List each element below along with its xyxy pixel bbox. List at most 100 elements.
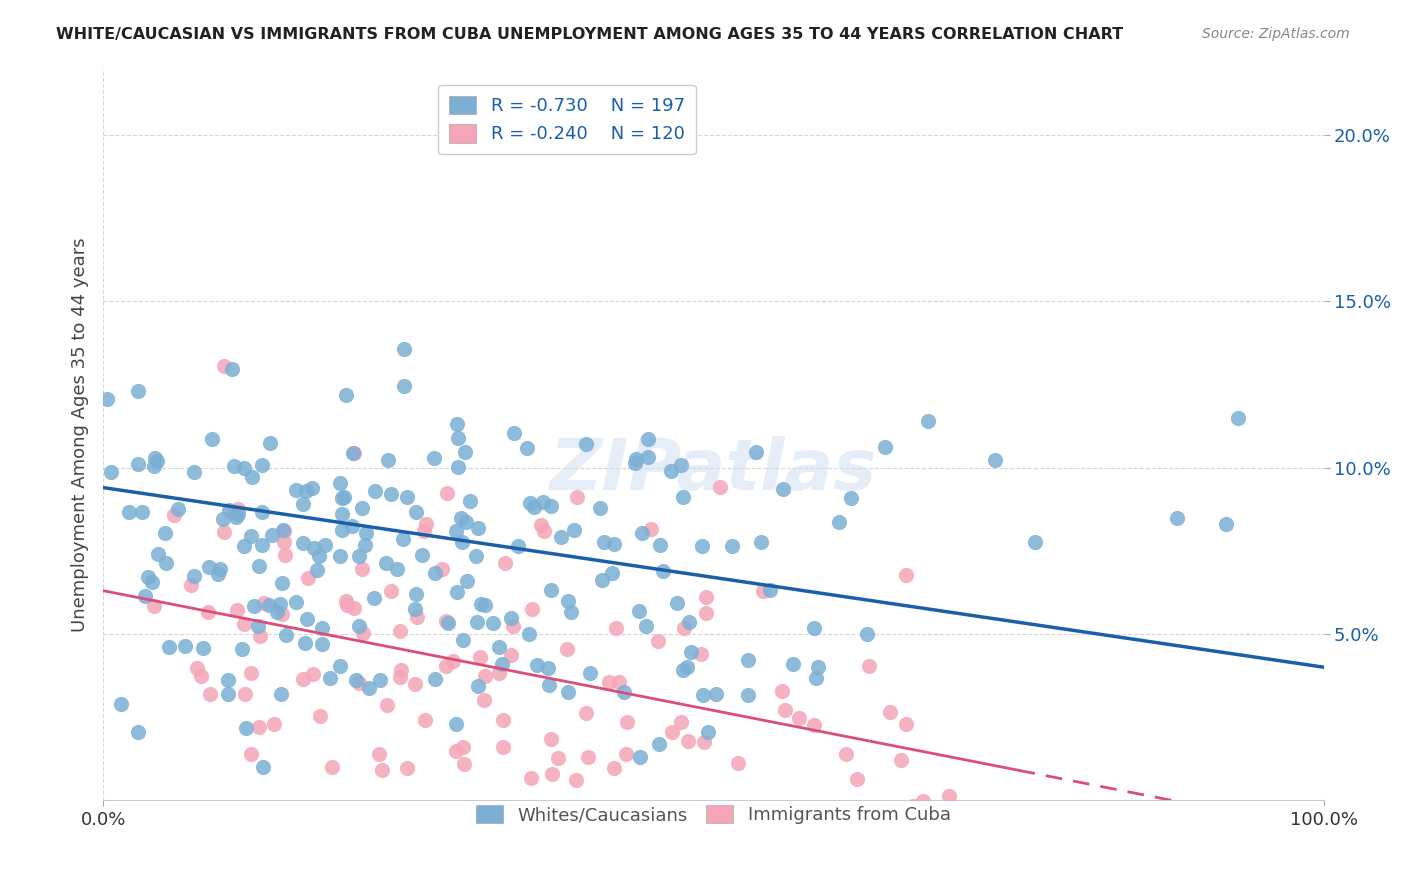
Point [894,716,917,731]
Point [425,673,447,687]
Point [167,502,190,516]
Point [446,460,468,475]
Point [233,460,256,475]
Point [613,684,636,698]
Point [1227,410,1250,425]
Point [669,715,692,730]
Point [709,480,731,494]
Point [404,601,426,615]
Point [482,615,505,630]
Point [488,666,510,681]
Point [396,491,419,505]
Point [274,548,297,562]
Point [787,711,810,725]
Point [343,814,366,828]
Point [100,465,122,479]
Point [502,619,524,633]
Point [446,417,468,432]
Point [628,750,651,764]
Point [631,526,654,541]
Point [155,556,177,570]
Point [388,624,411,639]
Point [537,661,560,675]
Point [118,505,141,519]
Point [651,564,673,578]
Point [201,432,224,446]
Point [405,610,427,624]
Point [444,744,467,758]
Point [423,450,446,465]
Point [856,627,879,641]
Point [253,596,276,610]
Point [770,683,793,698]
Point [142,599,165,613]
Point [430,562,453,576]
Point [183,569,205,583]
Point [450,535,472,549]
Point [285,483,308,498]
Point [614,747,637,761]
Point [335,594,357,608]
Legend: Whites/Caucasians, Immigrants from Cuba: Whites/Caucasians, Immigrants from Cuba [465,794,962,835]
Point [531,494,554,508]
Point [492,740,515,755]
Point [676,660,699,674]
Point [157,640,180,655]
Point [225,510,247,524]
Point [321,760,343,774]
Point [441,654,464,668]
Point [575,706,598,720]
Point [375,698,398,712]
Point [773,703,796,717]
Point [523,500,546,514]
Point [772,482,794,496]
Point [488,640,510,654]
Point [607,675,630,690]
Point [389,663,412,677]
Point [575,437,598,451]
Point [198,687,221,701]
Point [659,464,682,478]
Point [226,603,249,617]
Point [319,671,342,685]
Point [565,772,588,787]
Point [879,705,901,719]
Point [243,599,266,613]
Point [141,575,163,590]
Point [1215,517,1237,532]
Point [474,598,496,612]
Point [218,502,240,516]
Point [349,549,371,563]
Point [257,598,280,612]
Point [330,507,353,521]
Point [547,751,569,765]
Point [207,567,229,582]
Point [239,666,262,681]
Point [394,343,416,357]
Point [616,714,638,729]
Point [803,718,825,732]
Point [661,724,683,739]
Point [364,484,387,499]
Point [813,826,835,840]
Point [835,747,858,762]
Point [405,505,427,519]
Point [250,505,273,519]
Point [465,549,488,564]
Point [291,497,314,511]
Point [374,556,396,570]
Point [533,524,555,539]
Point [274,628,297,642]
Point [856,826,879,840]
Point [146,454,169,468]
Point [508,539,530,553]
Point [163,508,186,523]
Point [127,725,149,739]
Point [96,392,118,406]
Point [252,760,274,774]
Point [492,713,515,727]
Point [598,674,620,689]
Point [938,789,960,804]
Point [465,615,488,630]
Point [411,548,433,562]
